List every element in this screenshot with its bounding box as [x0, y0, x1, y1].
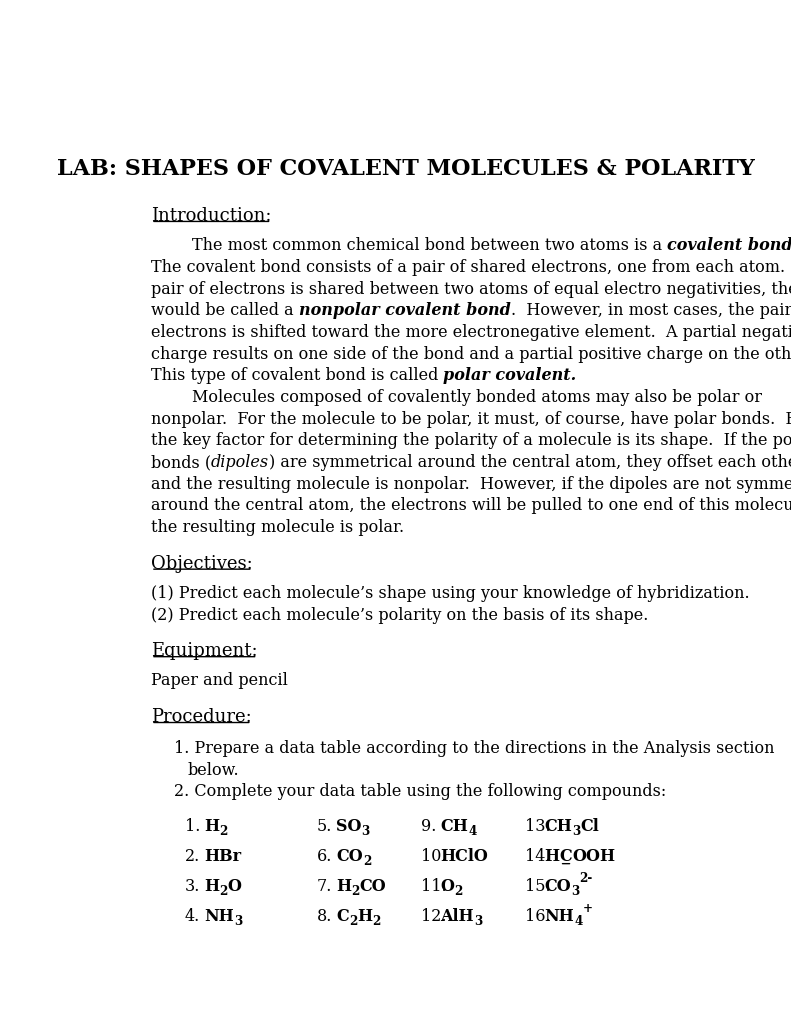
Text: NH: NH [544, 908, 574, 925]
Text: 2: 2 [351, 885, 360, 898]
Text: H: H [358, 908, 373, 925]
Text: Paper and pencil: Paper and pencil [151, 673, 288, 689]
Text: (1) Predict each molecule’s shape using your knowledge of hybridization.: (1) Predict each molecule’s shape using … [151, 585, 750, 602]
Text: 2: 2 [373, 914, 380, 928]
Text: CH: CH [441, 818, 468, 835]
Text: dipoles: dipoles [211, 454, 269, 471]
Text: AlH: AlH [441, 908, 474, 925]
Text: 13.: 13. [525, 818, 551, 835]
Text: 2: 2 [363, 855, 371, 868]
Text: 2. Complete your data table using the following compounds:: 2. Complete your data table using the fo… [174, 783, 667, 800]
Text: H: H [204, 878, 219, 895]
Text: Procedure:: Procedure: [151, 709, 252, 726]
Text: 3: 3 [474, 914, 483, 928]
Text: The most common chemical bond between two atoms is a: The most common chemical bond between tw… [151, 238, 668, 254]
Text: 5.: 5. [316, 818, 332, 835]
Text: 4: 4 [468, 825, 477, 838]
Text: the key factor for determining the polarity of a molecule is its shape.  If the : the key factor for determining the polar… [151, 432, 791, 450]
Text: NH: NH [204, 908, 234, 925]
Text: covalent bond: covalent bond [668, 238, 791, 254]
Text: C: C [560, 848, 573, 865]
Text: 2.: 2. [185, 848, 200, 865]
Text: 11.: 11. [421, 878, 446, 895]
Text: 2-: 2- [580, 872, 592, 886]
Text: O: O [441, 878, 454, 895]
Text: nonpolar.  For the molecule to be polar, it must, of course, have polar bonds.  : nonpolar. For the molecule to be polar, … [151, 411, 791, 428]
Text: 10.: 10. [421, 848, 446, 865]
Text: nonpolar covalent bond: nonpolar covalent bond [299, 302, 511, 319]
Text: 4.: 4. [185, 908, 200, 925]
Text: around the central atom, the electrons will be pulled to one end of this molecul: around the central atom, the electrons w… [151, 498, 791, 514]
Text: HClO: HClO [441, 848, 488, 865]
Text: 8.: 8. [316, 908, 332, 925]
Text: charge results on one side of the bond and a partial positive charge on the othe: charge results on one side of the bond a… [151, 346, 791, 362]
Text: 3: 3 [234, 914, 242, 928]
Text: 1. Prepare a data table according to the directions in the Analysis section: 1. Prepare a data table according to the… [174, 740, 774, 757]
Text: Equipment:: Equipment: [151, 642, 258, 660]
Text: HBr: HBr [204, 848, 241, 865]
Text: would be called a: would be called a [151, 302, 299, 319]
Text: 3.: 3. [185, 878, 200, 895]
Text: Objectives:: Objectives: [151, 555, 253, 573]
Text: polar covalent.: polar covalent. [444, 368, 577, 384]
Text: 4: 4 [574, 914, 583, 928]
Text: 14.: 14. [525, 848, 551, 865]
Text: CO: CO [544, 878, 571, 895]
Text: 3: 3 [573, 825, 581, 838]
Text: Introduction:: Introduction: [151, 207, 271, 225]
Text: LAB: SHAPES OF COVALENT MOLECULES & POLARITY: LAB: SHAPES OF COVALENT MOLECULES & POLA… [56, 159, 755, 180]
Text: 3: 3 [571, 885, 580, 898]
Text: 6.: 6. [316, 848, 332, 865]
Text: 7.: 7. [316, 878, 332, 895]
Text: CO: CO [336, 848, 363, 865]
Text: below.: below. [187, 762, 240, 778]
Text: Cl: Cl [581, 818, 600, 835]
Text: H: H [204, 818, 219, 835]
Text: pair of electrons is shared between two atoms of equal electro negativities, the: pair of electrons is shared between two … [151, 281, 791, 298]
Text: +: + [583, 902, 592, 915]
Text: bonds (: bonds ( [151, 454, 211, 471]
Text: 2: 2 [219, 885, 228, 898]
Text: C: C [336, 908, 349, 925]
Text: the resulting molecule is polar.: the resulting molecule is polar. [151, 519, 404, 537]
Text: This type of covalent bond is called: This type of covalent bond is called [151, 368, 444, 384]
Text: 2: 2 [454, 885, 463, 898]
Text: 9.: 9. [421, 818, 436, 835]
Text: H: H [544, 848, 560, 865]
Text: 16.: 16. [525, 908, 551, 925]
Text: electrons is shifted toward the more electronegative element.  A partial negativ: electrons is shifted toward the more ele… [151, 324, 791, 341]
Text: O: O [228, 878, 242, 895]
Text: 15.: 15. [525, 878, 551, 895]
Text: CH: CH [544, 818, 573, 835]
Text: 12.: 12. [421, 908, 446, 925]
Text: Molecules composed of covalently bonded atoms may also be polar or: Molecules composed of covalently bonded … [151, 389, 762, 406]
Text: and the resulting molecule is nonpolar.  However, if the dipoles are not symmetr: and the resulting molecule is nonpolar. … [151, 476, 791, 493]
Text: (2) Predict each molecule’s polarity on the basis of its shape.: (2) Predict each molecule’s polarity on … [151, 606, 649, 624]
Text: SO: SO [336, 818, 361, 835]
Text: 3: 3 [361, 825, 370, 838]
Text: .  However, in most cases, the pair of: . However, in most cases, the pair of [511, 302, 791, 319]
Text: CO: CO [360, 878, 386, 895]
Text: The covalent bond consists of a pair of shared electrons, one from each atom.  I: The covalent bond consists of a pair of … [151, 259, 791, 275]
Text: H: H [336, 878, 351, 895]
Text: OOH: OOH [573, 848, 615, 865]
Text: 1.: 1. [185, 818, 200, 835]
Text: 2: 2 [219, 825, 228, 838]
Text: ) are symmetrical around the central atom, they offset each other: ) are symmetrical around the central ato… [269, 454, 791, 471]
Text: 2: 2 [349, 914, 358, 928]
